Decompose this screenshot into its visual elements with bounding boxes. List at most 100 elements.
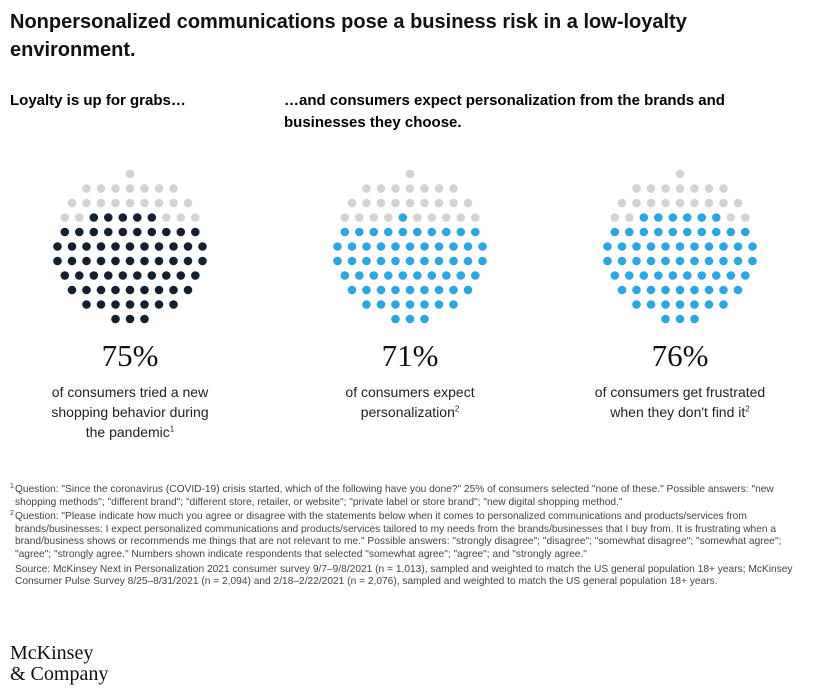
dot-filled <box>449 285 458 295</box>
dot-filled <box>384 271 393 280</box>
dot-filled <box>125 285 135 295</box>
dot-filled <box>169 242 178 251</box>
dot-filled <box>733 242 743 251</box>
dot-filled <box>198 256 207 266</box>
dot-filled <box>191 227 200 237</box>
dot-filled <box>632 256 641 266</box>
dot-filled <box>748 256 757 266</box>
dot-filled <box>690 285 699 295</box>
dot-filled <box>162 271 171 280</box>
dot-empty <box>376 184 386 193</box>
dot-filled <box>183 256 193 266</box>
dot-filled <box>53 256 62 266</box>
dot-filled <box>661 242 670 251</box>
dot-filled <box>427 227 437 237</box>
dot-filled <box>118 227 128 237</box>
dot-empty <box>617 198 627 208</box>
dot-filled <box>89 227 99 237</box>
dot-filled <box>632 242 641 251</box>
dot-filled <box>162 227 171 237</box>
dot-filled <box>340 227 350 237</box>
desc-line: of consumers expect <box>345 384 475 400</box>
dot-filled <box>355 227 364 237</box>
dot-filled <box>53 242 62 251</box>
dot-filled <box>347 285 357 295</box>
dot-empty <box>690 198 699 208</box>
dot-empty <box>191 213 200 222</box>
dot-filled <box>654 213 663 222</box>
dot-filled <box>96 256 106 266</box>
dot-empty <box>741 213 750 222</box>
dot-filled <box>125 314 135 324</box>
dot-empty <box>176 213 186 222</box>
dot-filled <box>668 213 678 222</box>
dot-filled <box>376 242 386 251</box>
dot-filled <box>449 300 458 309</box>
dot-filled <box>398 213 408 222</box>
dot-filled <box>478 242 487 251</box>
dot-empty <box>111 184 120 193</box>
dot-filled <box>398 271 408 280</box>
dot-filled <box>719 242 728 251</box>
subtitle-left: Loyalty is up for grabs… <box>10 92 186 109</box>
dot-filled <box>654 227 663 237</box>
dot-filled <box>111 242 120 251</box>
dot-filled <box>75 271 84 280</box>
dot-empty <box>675 198 685 208</box>
dot-empty <box>75 213 84 222</box>
dot-empty <box>362 198 371 208</box>
desc-line: when they don't find it2 <box>570 402 790 422</box>
stat-value-personalization: 71% <box>381 338 439 373</box>
dot-filled <box>420 256 429 266</box>
dot-empty <box>140 184 149 193</box>
dot-empty <box>726 213 736 222</box>
dot-empty <box>391 184 400 193</box>
dot-matrix-frustration <box>603 169 757 324</box>
dot-filled <box>625 227 634 237</box>
footnote-marker: 2 <box>10 510 14 518</box>
dot-filled <box>376 300 386 309</box>
dot-filled <box>75 227 84 237</box>
dot-filled <box>376 285 386 295</box>
dot-filled <box>456 271 466 280</box>
dot-empty <box>449 184 458 193</box>
dot-filled <box>362 256 371 266</box>
dot-empty <box>413 213 422 222</box>
dot-filled <box>697 227 707 237</box>
dot-filled <box>639 213 649 222</box>
dot-filled <box>369 227 379 237</box>
desc-line: of consumers get frustrated <box>594 384 766 400</box>
dot-empty <box>347 198 357 208</box>
dot-filled <box>140 314 149 324</box>
dot-filled <box>704 300 714 309</box>
dot-filled <box>463 242 473 251</box>
dot-filled <box>726 271 736 280</box>
dot-filled <box>413 227 422 237</box>
dot-filled <box>347 256 357 266</box>
dot-filled <box>748 242 757 251</box>
dot-filled <box>733 285 743 295</box>
dot-empty <box>719 184 728 193</box>
dot-filled <box>125 242 135 251</box>
dot-filled <box>183 242 193 251</box>
dot-filled <box>362 285 371 295</box>
dot-filled <box>89 271 99 280</box>
dot-filled <box>391 285 400 295</box>
dot-filled <box>683 271 692 280</box>
dot-filled <box>434 300 444 309</box>
dot-filled <box>82 285 91 295</box>
dot-filled <box>603 256 612 266</box>
dot-filled <box>690 314 699 324</box>
dot-empty <box>420 184 429 193</box>
dot-filled <box>639 227 649 237</box>
dot-empty <box>427 213 437 222</box>
dot-filled <box>463 256 473 266</box>
dot-filled <box>118 271 128 280</box>
dot-filled <box>376 256 386 266</box>
dot-filled <box>140 285 149 295</box>
dot-filled <box>420 285 429 295</box>
dot-filled <box>726 227 736 237</box>
dot-filled <box>719 285 728 295</box>
dot-filled <box>147 213 157 222</box>
dot-filled <box>427 271 437 280</box>
